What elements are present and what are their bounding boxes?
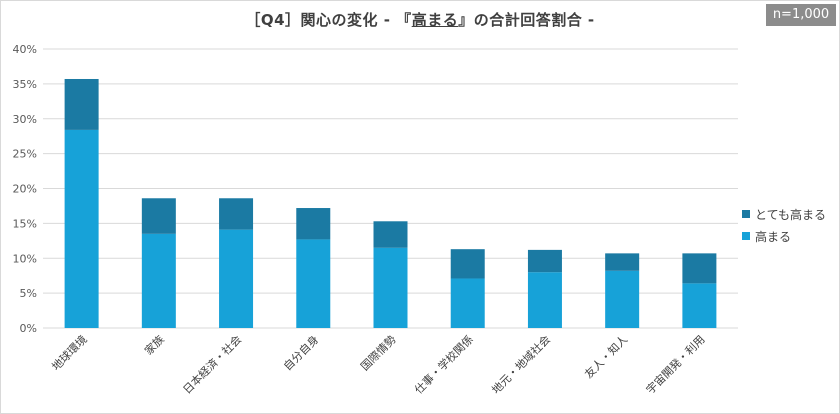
bar-segment-high <box>605 270 640 328</box>
category-label: 友人・知人 <box>581 332 630 381</box>
chart-legend: とても高まる 高まる <box>742 203 834 247</box>
bar-segment-high <box>141 233 176 328</box>
bar-segment-high <box>373 247 408 328</box>
category-label: 日本経済・社会 <box>180 332 244 396</box>
legend-swatch-very-high <box>742 210 750 218</box>
legend-item-very-high: とても高まる <box>742 203 834 225</box>
category-label: 地元・地域社会 <box>489 332 553 396</box>
bar-segment-high <box>219 229 254 328</box>
bar-segment-high <box>64 129 99 328</box>
bar-segment-very-high <box>605 253 640 271</box>
legend-item-high: 高まる <box>742 225 834 247</box>
bar-segment-very-high <box>141 198 176 234</box>
bar-segment-very-high <box>296 208 331 240</box>
category-label: 国際情勢 <box>358 332 399 373</box>
y-tick-label: 15% <box>13 217 37 230</box>
y-tick-label: 40% <box>13 43 37 56</box>
bar-segment-very-high <box>527 249 562 273</box>
bar-segment-very-high <box>373 221 408 248</box>
category-label: 地球環境 <box>49 332 90 373</box>
title-suffix: 』の合計回答割合 - <box>458 11 595 29</box>
y-tick-label: 35% <box>13 78 37 91</box>
y-tick-label: 25% <box>13 148 37 161</box>
category-label: 宇宙開発・利用 <box>643 332 707 396</box>
sample-size-badge: n=1,000 <box>766 4 836 26</box>
bar-segment-very-high <box>682 253 717 284</box>
category-label: 自分自身 <box>280 332 321 373</box>
bar-segment-very-high <box>64 78 99 130</box>
chart-title: ［Q4］関心の変化 - 『高まる』の合計回答割合 - <box>0 9 840 30</box>
title-highlight: 高まる <box>411 11 459 29</box>
y-tick-label: 30% <box>13 113 37 126</box>
legend-label-very-high: とても高まる <box>755 207 827 222</box>
category-label: 仕事・学校関係 <box>411 332 475 396</box>
legend-label-high: 高まる <box>755 229 792 244</box>
bar-segment-very-high <box>450 249 485 279</box>
y-tick-label: 10% <box>13 252 37 265</box>
y-tick-label: 5% <box>20 287 37 300</box>
legend-swatch-high <box>742 232 750 240</box>
category-label: 家族 <box>141 332 166 357</box>
bar-segment-high <box>682 283 717 328</box>
bar-segment-very-high <box>219 198 254 230</box>
title-prefix: ［Q4］関心の変化 - 『 <box>245 11 412 29</box>
bar-segment-high <box>450 278 485 328</box>
y-tick-label: 20% <box>13 183 37 196</box>
bar-segment-high <box>527 272 562 328</box>
bar-segment-high <box>296 239 331 328</box>
y-tick-label: 0% <box>20 322 37 335</box>
